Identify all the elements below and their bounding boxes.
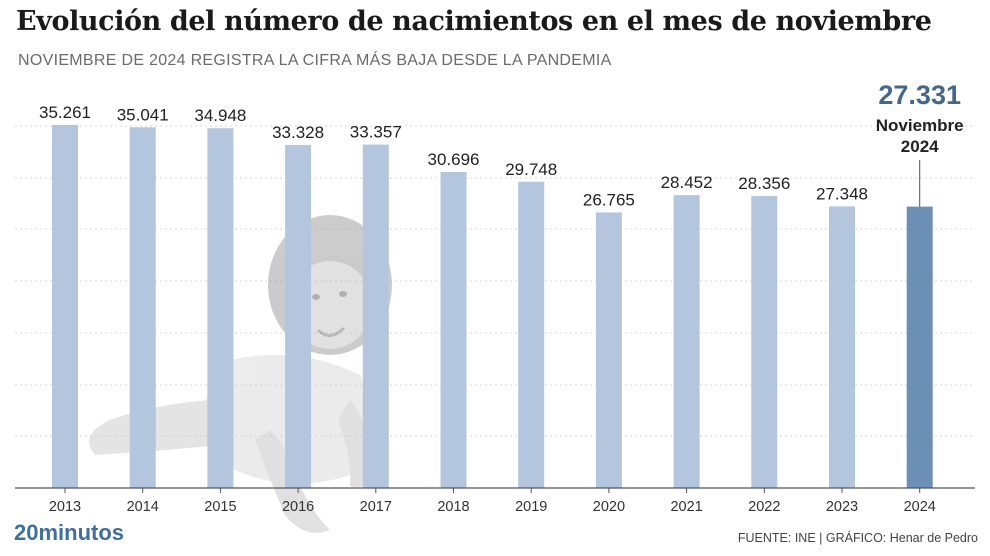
highlight-year-label: 2024 (901, 137, 939, 156)
value-label-2017: 33.357 (350, 123, 402, 142)
bar-2013 (52, 125, 78, 488)
x-tick-label-2015: 2015 (204, 499, 236, 515)
value-label-2020: 26.765 (583, 190, 635, 209)
value-label-2016: 33.328 (272, 123, 324, 142)
highlight-month-label: Noviembre (876, 116, 964, 135)
source-credit: FUENTE: INE | GRÁFICO: Henar de Pedro (737, 531, 978, 545)
gridlines (15, 125, 975, 437)
bar-2016 (285, 144, 312, 488)
chart-subtitle: NOVIEMBRE DE 2024 REGISTRA LA CIFRA MÁS … (18, 52, 612, 69)
highlight-value-label: 27.331 (878, 80, 961, 110)
x-tick-label-2020: 2020 (593, 499, 625, 515)
value-label-2018: 30.696 (428, 150, 480, 169)
x-tick-label-2017: 2017 (360, 499, 392, 515)
bar-2023 (829, 206, 855, 488)
bar-2019 (518, 181, 545, 488)
bars (52, 125, 933, 489)
x-tick-label-2023: 2023 (826, 499, 858, 515)
logo-20minutos: 20minutos (14, 520, 125, 545)
x-tick-label-2024: 2024 (904, 499, 936, 515)
x-tick-label-2022: 2022 (748, 499, 780, 515)
value-label-2021: 28.452 (661, 173, 713, 192)
labels: 35.261 2013 35.041 2014 34.948 2015 33.328 2016… (39, 80, 964, 515)
bar-2020 (595, 212, 622, 488)
value-label-2023: 27.348 (816, 184, 868, 203)
x-tick-label-2021: 2021 (670, 499, 702, 515)
bar-2018 (440, 171, 467, 488)
baby-eye-left (312, 294, 320, 300)
x-tick-label-2016: 2016 (282, 499, 314, 515)
bar-2024 (906, 206, 933, 488)
x-tick-label-2013: 2013 (49, 499, 81, 515)
value-label-2015: 34.948 (194, 106, 246, 125)
baby-eye-right (339, 291, 347, 297)
value-label-2014: 35.041 (117, 105, 169, 124)
value-label-2019: 29.748 (505, 160, 557, 179)
bar-2022 (751, 196, 778, 488)
x-tick-label-2018: 2018 (437, 499, 469, 515)
x-tick-label-2014: 2014 (127, 499, 159, 515)
chart-title: Evolución del número de nacimientos en e… (16, 6, 932, 37)
baby-mouth (316, 326, 346, 337)
bar-2021 (673, 195, 700, 488)
bar-2015 (207, 128, 234, 488)
bar-2017 (362, 144, 389, 489)
value-label-2022: 28.356 (738, 174, 790, 193)
bar-2014 (129, 127, 156, 488)
value-label-2013: 35.261 (39, 103, 91, 122)
x-tick-label-2019: 2019 (515, 499, 547, 515)
